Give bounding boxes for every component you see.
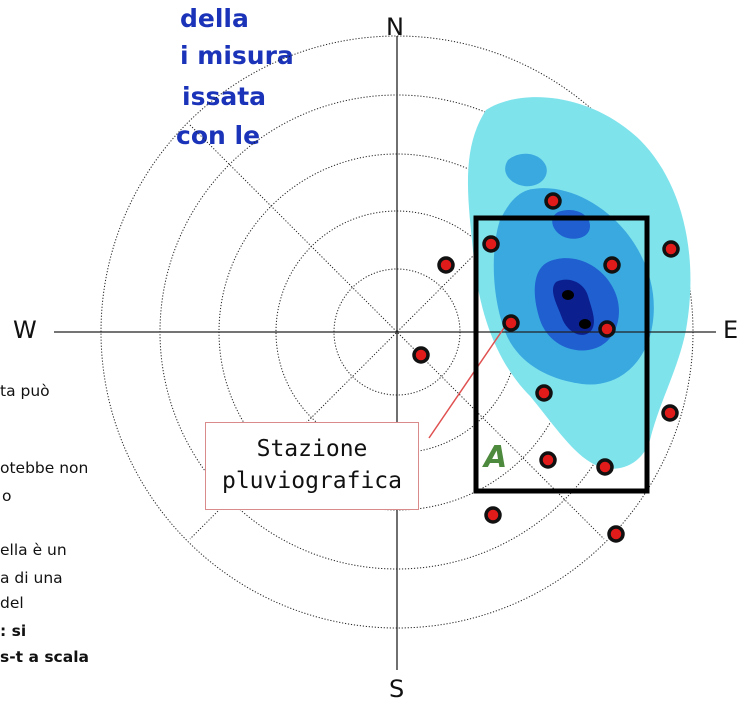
- station-marker: [539, 451, 557, 469]
- station-marker: [412, 346, 430, 364]
- station-marker: [437, 256, 455, 274]
- region-a-label: A: [484, 440, 508, 475]
- isohyet-peak-2: [579, 319, 591, 329]
- title-line-3: issata: [182, 82, 267, 111]
- body-text-7: : si: [0, 622, 27, 640]
- compass-east-label: E: [723, 316, 739, 344]
- station-marker: [603, 256, 621, 274]
- body-text-1: ta può: [0, 382, 50, 400]
- station-marker: [502, 314, 520, 332]
- station-marker: [482, 235, 500, 253]
- station-marker: [661, 404, 679, 422]
- region-a-rectangle: [473, 215, 650, 494]
- body-text-8: s-t a scala: [0, 648, 89, 666]
- rain-gauge-stations: [412, 192, 680, 543]
- isohyet-mid-north: [505, 153, 547, 187]
- station-marker: [662, 240, 680, 258]
- body-text-3: o: [2, 487, 12, 505]
- station-callout-line-1: Stazione: [256, 436, 368, 462]
- body-text-5: a di una: [0, 569, 63, 587]
- body-text-2: otebbe non: [0, 459, 89, 477]
- title-line-1: della: [180, 4, 249, 33]
- station-marker: [544, 192, 562, 210]
- compass-west-label: W: [13, 316, 37, 344]
- station-marker: [607, 525, 625, 543]
- station-marker: [484, 506, 502, 524]
- station-marker: [535, 384, 553, 402]
- compass-north-label: N: [386, 13, 404, 41]
- body-text-4: ella è un: [0, 541, 67, 559]
- title-line-2: i misura: [180, 41, 294, 70]
- compass-south-label: S: [389, 675, 405, 703]
- isohyet-contours: [467, 97, 691, 469]
- station-callout-box: Stazione pluviografica: [205, 422, 419, 510]
- isohyet-peak-1: [562, 290, 574, 300]
- title-line-4: con le: [176, 121, 261, 150]
- body-text-6: del: [0, 594, 24, 612]
- station-marker: [598, 320, 616, 338]
- station-marker: [596, 458, 614, 476]
- station-callout-line-2: pluviografica: [221, 468, 402, 494]
- station-pointer-line: [428, 324, 507, 439]
